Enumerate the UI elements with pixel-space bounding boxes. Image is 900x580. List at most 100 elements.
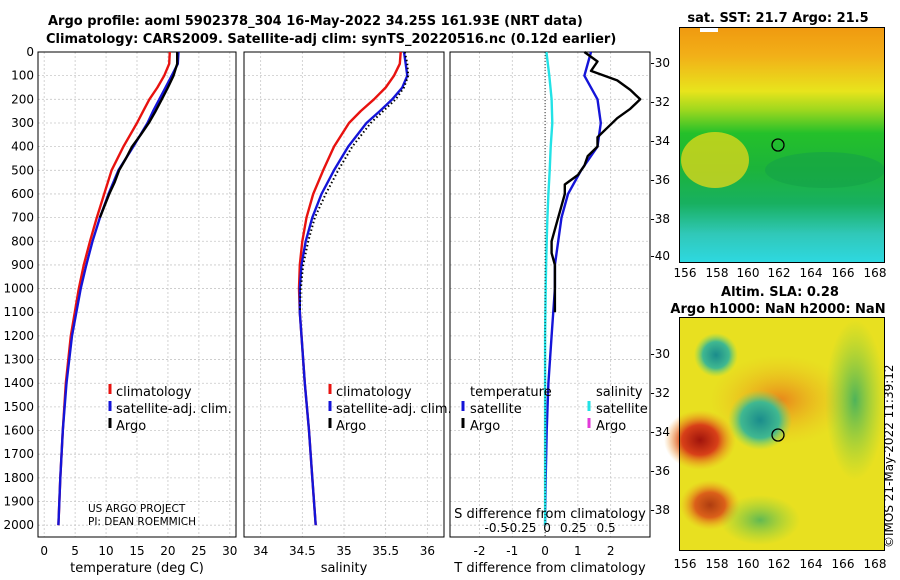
- sla-low-eddy-2: [694, 333, 738, 377]
- ytick-label: 900: [11, 258, 34, 272]
- sst-map-title: sat. SST: 21.7 Argo: 21.5: [687, 11, 868, 26]
- ytick-label: 100: [11, 69, 34, 83]
- sst-xtick: 168: [864, 266, 887, 280]
- legend-label: Argo: [596, 419, 626, 434]
- sst-cool-band: [765, 152, 885, 188]
- ytick-label: 500: [11, 163, 34, 177]
- x-axis-label: salinity: [321, 561, 368, 576]
- legend-label: climatology: [336, 385, 412, 400]
- legend-label: satellite: [470, 402, 522, 417]
- sla-xtick: 160: [737, 557, 760, 571]
- ytick-label: 1900: [3, 495, 34, 509]
- sst-missing-data: [700, 28, 718, 32]
- sla-high-eddy-1: [664, 410, 736, 470]
- xtick-label: 30: [222, 544, 237, 558]
- sst-ytick: -32: [650, 95, 670, 109]
- sla-xtick: 158: [706, 557, 729, 571]
- sla-xtick: 156: [674, 557, 697, 571]
- sst-xtick: 164: [800, 266, 823, 280]
- sla-ytick: -36: [650, 464, 670, 478]
- plot-frame: [449, 51, 651, 538]
- sla-map-title-2: Argo h1000: NaN h2000: NaN: [670, 302, 885, 317]
- legend-title-salinity: salinity: [596, 385, 643, 400]
- annotation-project: US ARGO PROJECT: [88, 503, 186, 515]
- sst-ytick: -34: [650, 134, 670, 148]
- sst-xtick: 162: [768, 266, 791, 280]
- legend-label: Argo: [336, 419, 366, 434]
- series-line-t-satellite: [543, 51, 602, 526]
- xtick-label: -2: [474, 544, 486, 558]
- sla-xtick: 162: [768, 557, 791, 571]
- xtick-label: 35: [336, 544, 351, 558]
- ytick-label: 1700: [3, 447, 34, 461]
- series-line-t-argo: [550, 51, 642, 313]
- sla-map: [664, 317, 885, 551]
- salinity-diff-tick: -0.25: [505, 521, 536, 535]
- x-axis-label: T difference from climatology: [453, 561, 646, 576]
- series-line-argo: [298, 51, 410, 313]
- sst-xtick: 156: [674, 266, 697, 280]
- ytick-label: 300: [11, 116, 34, 130]
- series-line-satellite-adj-clim-: [298, 51, 409, 526]
- ytick-label: 400: [11, 140, 34, 154]
- xtick-label: 15: [129, 544, 144, 558]
- ytick-label: 0: [26, 45, 34, 59]
- sst-ytick: -38: [650, 212, 670, 226]
- sla-xtick: 166: [832, 557, 855, 571]
- sst-ytick: -30: [650, 56, 670, 70]
- legend-label: satellite: [596, 402, 648, 417]
- salinity-diff-tick: -0.5: [485, 521, 508, 535]
- title-line-2: Climatology: CARS2009. Satellite-adj cli…: [46, 32, 617, 47]
- xtick-label: 34: [253, 544, 268, 558]
- salinity-diff-tick: 0.5: [597, 521, 616, 535]
- ytick-label: 1400: [3, 376, 34, 390]
- xtick-label: 0: [541, 544, 549, 558]
- series-line-argo: [98, 52, 179, 219]
- plot-frame: [243, 51, 445, 538]
- sst-warm-eddy: [681, 132, 749, 188]
- xtick-label: 34.5: [289, 544, 316, 558]
- sst-map-frame: [679, 27, 885, 263]
- sst-float-marker: [771, 138, 785, 152]
- salinity-diff-tick: 0: [543, 521, 551, 535]
- salinity-diff-tick: 0.25: [560, 521, 587, 535]
- sla-low-south: [720, 495, 800, 545]
- ytick-label: 1600: [3, 424, 34, 438]
- xtick-label: 36: [420, 544, 435, 558]
- xtick-label: 2: [607, 544, 615, 558]
- xtick-label: 5: [71, 544, 79, 558]
- ytick-label: 1100: [3, 305, 34, 319]
- ytick-label: 800: [11, 234, 34, 248]
- sst-xtick: 158: [706, 266, 729, 280]
- ytick-label: 1300: [3, 353, 34, 367]
- sla-xtick: 164: [800, 557, 823, 571]
- salinity-diff-label: S difference from climatology: [454, 507, 646, 522]
- sla-float-marker: [771, 428, 785, 442]
- legend-label: Argo: [470, 419, 500, 434]
- legend-label: satellite-adj. clim.: [116, 402, 232, 417]
- ytick-label: 200: [11, 92, 34, 106]
- sst-xtick: 166: [832, 266, 855, 280]
- sla-low-eddy-1: [728, 390, 792, 450]
- xtick-label: 35.5: [372, 544, 399, 558]
- ytick-label: 1000: [3, 282, 34, 296]
- sst-ytick: -40: [650, 249, 670, 263]
- xtick-label: 0: [40, 544, 48, 558]
- sst-xtick: 160: [737, 266, 760, 280]
- x-axis-label: temperature (deg C): [70, 561, 204, 576]
- sla-map-frame: [679, 317, 885, 551]
- sla-map-title-1: Altim. SLA: 0.28: [721, 285, 839, 300]
- ytick-label: 700: [11, 211, 34, 225]
- xtick-label: 10: [98, 544, 113, 558]
- xtick-label: 25: [191, 544, 206, 558]
- xtick-label: 20: [160, 544, 175, 558]
- ytick-label: 1800: [3, 471, 34, 485]
- sla-ytick: -38: [650, 503, 670, 517]
- xtick-label: 1: [574, 544, 582, 558]
- legend-label: satellite-adj. clim.: [336, 402, 452, 417]
- legend-label: climatology: [116, 385, 192, 400]
- title-line-1: Argo profile: aoml 5902378_304 16-May-20…: [48, 14, 583, 29]
- annotation-pi: PI: DEAN ROEMMICH: [88, 516, 196, 528]
- ytick-label: 1200: [3, 329, 34, 343]
